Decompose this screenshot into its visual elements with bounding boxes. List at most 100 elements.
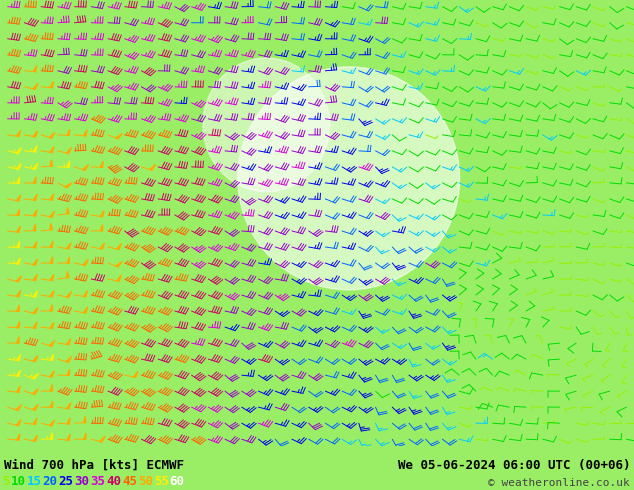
Polygon shape bbox=[16, 321, 20, 328]
Polygon shape bbox=[84, 130, 87, 136]
Polygon shape bbox=[84, 416, 86, 423]
Polygon shape bbox=[33, 291, 37, 297]
Polygon shape bbox=[33, 404, 38, 410]
Polygon shape bbox=[34, 146, 37, 152]
Polygon shape bbox=[50, 305, 53, 311]
Polygon shape bbox=[16, 434, 20, 440]
Polygon shape bbox=[33, 163, 38, 169]
Polygon shape bbox=[50, 385, 53, 391]
Polygon shape bbox=[49, 341, 55, 346]
Polygon shape bbox=[33, 308, 38, 314]
Polygon shape bbox=[16, 209, 20, 216]
Polygon shape bbox=[16, 177, 20, 183]
Polygon shape bbox=[83, 260, 88, 266]
Polygon shape bbox=[83, 165, 89, 170]
Polygon shape bbox=[67, 339, 71, 344]
Text: 15: 15 bbox=[27, 475, 42, 488]
Polygon shape bbox=[100, 243, 105, 249]
Polygon shape bbox=[16, 386, 20, 392]
Polygon shape bbox=[33, 389, 39, 394]
Polygon shape bbox=[33, 356, 38, 362]
Polygon shape bbox=[67, 369, 70, 375]
Polygon shape bbox=[16, 370, 20, 376]
Polygon shape bbox=[16, 147, 22, 153]
Polygon shape bbox=[16, 405, 22, 410]
Polygon shape bbox=[16, 337, 19, 343]
Text: 5: 5 bbox=[2, 475, 10, 488]
Polygon shape bbox=[67, 434, 70, 441]
Ellipse shape bbox=[203, 58, 330, 192]
Polygon shape bbox=[50, 160, 53, 166]
Polygon shape bbox=[67, 243, 71, 249]
Polygon shape bbox=[33, 131, 37, 137]
Polygon shape bbox=[67, 147, 72, 153]
Polygon shape bbox=[34, 66, 37, 72]
Text: 55: 55 bbox=[154, 475, 169, 488]
Polygon shape bbox=[16, 195, 21, 201]
Polygon shape bbox=[50, 274, 54, 280]
Polygon shape bbox=[67, 207, 69, 214]
Polygon shape bbox=[16, 242, 20, 247]
Text: 60: 60 bbox=[170, 475, 184, 488]
Polygon shape bbox=[50, 257, 53, 263]
Polygon shape bbox=[67, 292, 72, 297]
Polygon shape bbox=[133, 371, 138, 377]
Polygon shape bbox=[67, 418, 70, 424]
Polygon shape bbox=[67, 161, 70, 167]
Text: Wind 700 hPa [kts] ECMWF: Wind 700 hPa [kts] ECMWF bbox=[4, 459, 184, 472]
Polygon shape bbox=[16, 355, 20, 361]
Polygon shape bbox=[117, 275, 121, 281]
Polygon shape bbox=[100, 224, 103, 231]
Polygon shape bbox=[33, 435, 37, 441]
Text: 10: 10 bbox=[11, 475, 26, 488]
Polygon shape bbox=[34, 322, 37, 328]
Polygon shape bbox=[33, 259, 37, 265]
Polygon shape bbox=[100, 161, 103, 168]
Polygon shape bbox=[16, 163, 21, 170]
Text: 45: 45 bbox=[122, 475, 137, 488]
Polygon shape bbox=[50, 194, 54, 200]
Polygon shape bbox=[34, 210, 37, 216]
Polygon shape bbox=[50, 223, 53, 230]
Polygon shape bbox=[50, 211, 55, 217]
Text: 40: 40 bbox=[106, 475, 121, 488]
Polygon shape bbox=[67, 403, 71, 409]
Polygon shape bbox=[66, 356, 72, 362]
Polygon shape bbox=[117, 244, 122, 249]
Polygon shape bbox=[49, 132, 55, 138]
Polygon shape bbox=[116, 133, 122, 139]
Polygon shape bbox=[34, 224, 36, 231]
Text: 25: 25 bbox=[58, 475, 74, 488]
Polygon shape bbox=[33, 83, 38, 89]
Polygon shape bbox=[50, 291, 54, 297]
Polygon shape bbox=[83, 307, 87, 313]
Polygon shape bbox=[34, 242, 37, 248]
Polygon shape bbox=[150, 165, 155, 170]
Polygon shape bbox=[16, 226, 20, 232]
Polygon shape bbox=[50, 401, 53, 407]
Polygon shape bbox=[16, 419, 21, 426]
Polygon shape bbox=[84, 291, 87, 297]
Polygon shape bbox=[50, 354, 54, 361]
Polygon shape bbox=[34, 274, 37, 280]
Polygon shape bbox=[100, 211, 105, 217]
Polygon shape bbox=[67, 271, 69, 278]
Polygon shape bbox=[16, 130, 21, 137]
Text: 35: 35 bbox=[90, 475, 105, 488]
Polygon shape bbox=[50, 241, 53, 247]
Polygon shape bbox=[16, 305, 20, 311]
Polygon shape bbox=[50, 433, 53, 439]
Polygon shape bbox=[65, 183, 72, 188]
Polygon shape bbox=[100, 436, 105, 442]
Polygon shape bbox=[67, 257, 69, 263]
Polygon shape bbox=[84, 433, 86, 439]
Polygon shape bbox=[67, 129, 70, 135]
Polygon shape bbox=[32, 373, 39, 379]
Text: 20: 20 bbox=[42, 475, 58, 488]
Polygon shape bbox=[49, 420, 55, 426]
Text: 50: 50 bbox=[138, 475, 153, 488]
Polygon shape bbox=[116, 262, 122, 267]
Polygon shape bbox=[34, 418, 37, 424]
Text: We 05-06-2024 06:00 UTC (00+06): We 05-06-2024 06:00 UTC (00+06) bbox=[398, 459, 630, 472]
Polygon shape bbox=[50, 371, 55, 377]
